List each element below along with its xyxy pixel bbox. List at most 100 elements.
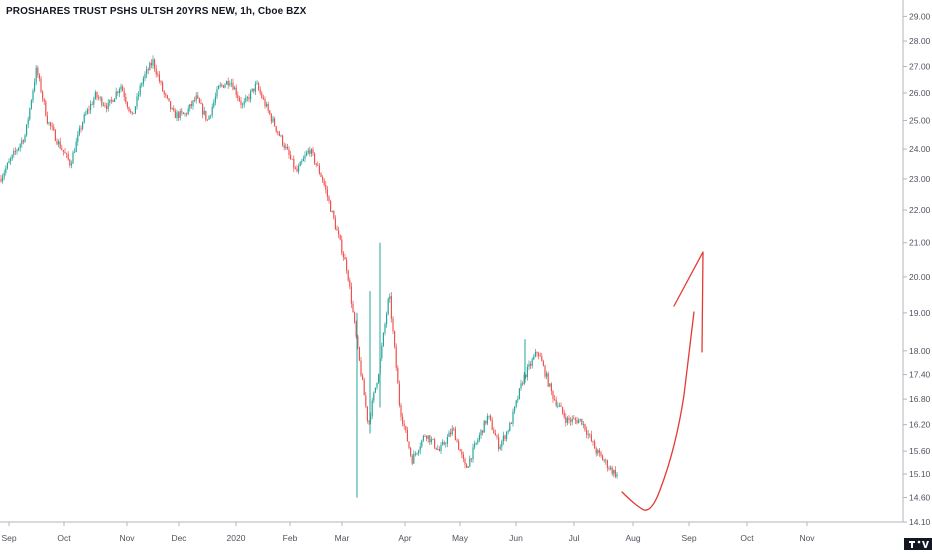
candle-body: [427, 435, 429, 439]
candle-body: [357, 336, 359, 348]
candle-body: [34, 82, 36, 91]
candle-body: [210, 115, 212, 117]
candle-body: [483, 420, 485, 433]
y-tick-label: 27.00: [909, 61, 931, 71]
candle-body: [35, 67, 37, 83]
candle-body: [301, 161, 303, 163]
candle-body: [552, 391, 554, 400]
candle-body: [328, 196, 330, 201]
candle-body: [539, 355, 541, 357]
candle-body: [226, 81, 228, 85]
candle-body: [206, 119, 208, 121]
candle-body: [490, 415, 492, 420]
candle-body: [259, 89, 261, 94]
candle-body: [138, 94, 140, 97]
candle-body: [309, 150, 311, 154]
tradingview-logo-icon[interactable]: [904, 538, 932, 550]
candle-body: [219, 84, 221, 86]
candle-body: [168, 98, 170, 102]
candle-body: [416, 453, 418, 454]
candle-body: [123, 91, 125, 97]
candle-body: [499, 446, 501, 449]
candle-body: [290, 154, 292, 159]
candle-body: [269, 110, 271, 115]
candle-body: [122, 86, 124, 92]
candle-body: [549, 383, 551, 387]
candle-body: [363, 379, 365, 396]
candle-body: [349, 280, 351, 287]
candle-body: [312, 149, 314, 154]
candle-body: [541, 356, 543, 362]
candle-body: [598, 450, 600, 453]
y-tick-label: 14.10: [909, 517, 931, 527]
candle-body: [139, 85, 141, 95]
candle-body: [149, 62, 151, 71]
candle-body: [438, 448, 440, 451]
candle-body: [261, 93, 263, 99]
x-tick-label: May: [452, 533, 469, 543]
candle-body: [571, 418, 573, 422]
drawn-trend-curve[interactable]: [621, 311, 695, 511]
candle-body: [48, 122, 50, 124]
candle-body: [256, 83, 258, 85]
x-axis[interactable]: Sep Oct Nov Dec 2020 Feb Mar Apr May Jun Jul Aug Sep…: [0, 521, 903, 543]
candle-body: [66, 153, 68, 155]
candle-body: [376, 382, 378, 388]
candle-body: [262, 98, 264, 99]
candle-body: [38, 74, 40, 79]
candle-body: [211, 106, 213, 116]
candle-body: [230, 82, 232, 84]
candle-body: [171, 108, 173, 109]
candle-body: [366, 406, 368, 421]
candle-body: [488, 415, 490, 417]
candle-body: [613, 469, 615, 474]
candle-body: [78, 128, 80, 135]
candle-body: [218, 85, 220, 90]
y-tick-label: 16.80: [909, 394, 931, 404]
candle-body: [146, 69, 148, 74]
candle-body: [589, 434, 591, 435]
candle-body: [565, 417, 567, 423]
drawn-arrow[interactable]: [673, 251, 704, 353]
candle-body: [83, 114, 85, 123]
drawing-layer[interactable]: [621, 251, 704, 511]
candle-body: [94, 92, 96, 99]
candle-body: [338, 230, 340, 235]
candle-body: [454, 428, 456, 441]
candle-body: [274, 118, 276, 127]
candle-body: [133, 113, 135, 115]
candle-body: [550, 383, 552, 392]
candle-body: [518, 388, 520, 399]
candle-body: [394, 331, 396, 347]
candle-body: [147, 69, 149, 71]
candle-body: [592, 441, 594, 442]
candle-body: [280, 135, 282, 137]
candle-body: [197, 95, 199, 99]
candle-body: [602, 455, 604, 461]
candle-body: [408, 441, 410, 449]
candle-body: [3, 172, 5, 177]
candle-body: [46, 115, 48, 124]
candle-body: [136, 96, 138, 107]
candle-body: [445, 443, 447, 445]
candle-body: [250, 91, 252, 100]
candle-body: [530, 363, 532, 366]
y-axis[interactable]: 29.00 28.00 27.00 26.00 25.00 24.00 23.00 22.00…: [902, 0, 931, 527]
candle-body: [314, 153, 316, 164]
candle-body: [506, 431, 508, 439]
candle-body: [411, 455, 413, 464]
candle-body: [507, 431, 509, 432]
candle-body: [344, 257, 346, 260]
candle-body: [296, 168, 298, 172]
candle-body: [582, 423, 584, 425]
candle-body: [64, 151, 66, 154]
candle-body: [493, 429, 495, 434]
candle-body: [285, 146, 287, 148]
candle-body: [50, 122, 52, 127]
candle-body: [181, 111, 183, 113]
candle-body: [107, 102, 109, 109]
candle-body: [581, 418, 583, 425]
candle-body: [24, 135, 26, 142]
